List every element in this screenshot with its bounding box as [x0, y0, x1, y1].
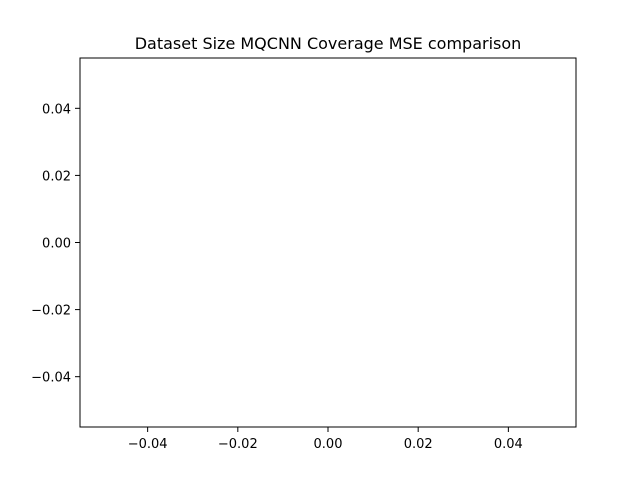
plot-area	[79, 57, 577, 428]
y-axis-ticks: −0.04 −0.02 0.00 0.02 0.04	[31, 102, 80, 386]
x-tick-label: 0.00	[314, 437, 343, 452]
x-tick-label: −0.04	[128, 437, 168, 452]
x-tick-label: 0.02	[404, 437, 433, 452]
x-tick-label: 0.04	[494, 437, 523, 452]
y-tick-label: 0.02	[42, 169, 71, 184]
y-tick-label: 0.04	[42, 102, 71, 117]
x-axis-ticks: −0.04 −0.02 0.00 0.02 0.04	[128, 427, 523, 452]
chart-title: Dataset Size MQCNN Coverage MSE comparis…	[135, 34, 522, 53]
y-tick-label: 0.00	[42, 237, 71, 252]
x-tick-label: −0.02	[218, 437, 258, 452]
y-tick-label: −0.04	[31, 371, 71, 386]
y-tick-label: −0.02	[31, 304, 71, 319]
